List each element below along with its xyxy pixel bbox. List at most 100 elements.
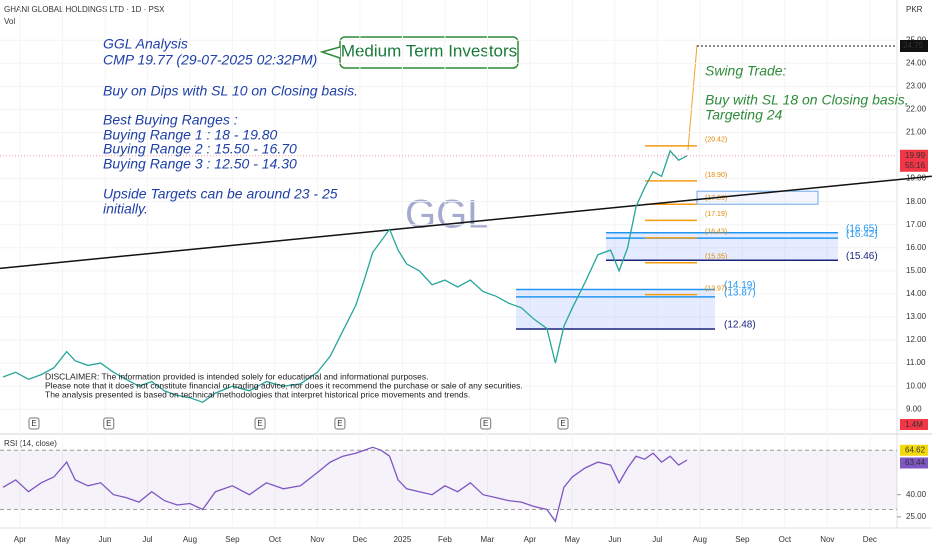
earnings-label: E xyxy=(560,419,565,428)
swing-text: Buy with SL 18 on Closing basis, xyxy=(705,92,909,108)
blue-level-label: (15.46) xyxy=(846,251,878,262)
y-tick-label: 12.00 xyxy=(906,335,927,344)
swing-box xyxy=(696,190,819,205)
blue-level-label: (13.87) xyxy=(724,288,756,299)
y-tick-label: 24.00 xyxy=(906,58,927,67)
analysis-text: Buying Range 2 : 15.50 - 16.70 xyxy=(103,141,297,157)
earnings-label: E xyxy=(31,419,36,428)
analysis-text: CMP 19.77 (29-07-2025 02:32PM) xyxy=(103,52,317,68)
x-tick-label: Mar xyxy=(480,535,494,544)
x-tick-label: Dec xyxy=(863,535,877,544)
currency: PKR xyxy=(906,5,923,14)
y-tick-label: 25.00 xyxy=(906,35,927,44)
orange-level-label: (16.43) xyxy=(705,229,727,236)
swing-text: Targeting 24 xyxy=(705,107,783,123)
x-tick-label: Apr xyxy=(14,535,27,544)
rsi-tag xyxy=(900,457,928,469)
y-tick-label: 21.00 xyxy=(906,128,927,137)
analysis-text: Best Buying Ranges : xyxy=(103,112,238,128)
y-tick-label: 18.00 xyxy=(906,197,927,206)
blue-level-label: (16.42) xyxy=(846,229,878,240)
chart-title: GHANI GLOBAL HOLDINGS LTD · 1D · PSX xyxy=(4,5,165,14)
analysis-text: Buy on Dips with SL 10 on Closing basis. xyxy=(103,83,358,99)
rsi-tick-label: 40.00 xyxy=(906,490,927,499)
blue-level-label: (14.19) xyxy=(724,280,756,291)
rsi-tag-label: 64.62 xyxy=(905,445,926,454)
orange-level-label: (15.35) xyxy=(705,254,727,261)
earnings-marker xyxy=(334,417,346,430)
orange-level-label: (13.97) xyxy=(705,285,727,292)
disclaimer: The analysis presented is based on techn… xyxy=(45,389,470,399)
last-price-label: 19.99 xyxy=(905,151,926,160)
orange-level-label: (20.42) xyxy=(705,137,727,144)
earnings-label: E xyxy=(257,419,262,428)
earnings-marker xyxy=(28,417,40,430)
callout-text: Medium Term Investors xyxy=(341,41,517,60)
x-tick-label: Jun xyxy=(99,535,112,544)
earnings-marker xyxy=(103,417,115,430)
x-tick-label: 2025 xyxy=(393,535,411,544)
y-tick-label: 10.00 xyxy=(906,381,927,390)
y-tick-label: 15.00 xyxy=(906,266,927,275)
x-tick-label: Feb xyxy=(438,535,452,544)
target-tag xyxy=(900,39,928,52)
volume-tag xyxy=(900,419,928,430)
disclaimer: DISCLAIMER: The information provided is … xyxy=(45,371,429,381)
x-tick-label: Oct xyxy=(779,535,792,544)
rsi-tag-label: 63.44 xyxy=(905,458,926,467)
blue-level-label: (12.48) xyxy=(724,320,756,331)
analysis-text: GGL Analysis xyxy=(103,36,188,52)
callout-arrow xyxy=(319,46,341,59)
x-tick-label: Sep xyxy=(735,535,750,544)
trendline xyxy=(0,175,932,270)
volume-title: Vol xyxy=(4,17,15,26)
rsi-tag xyxy=(900,444,928,456)
y-tick-label: 9.00 xyxy=(906,404,922,413)
earnings-label: E xyxy=(337,419,342,428)
rsi-tick-label: 25.00 xyxy=(906,512,927,521)
x-tick-label: Aug xyxy=(183,535,197,544)
y-tick-label: 13.00 xyxy=(906,312,927,321)
swing-text: Swing Trade: xyxy=(705,63,787,79)
earnings-marker xyxy=(557,417,569,430)
analysis-text: Buying Range 3 : 12.50 - 14.30 xyxy=(103,156,297,172)
blue-level-label: (16.65) xyxy=(846,223,878,234)
price-line xyxy=(2,149,688,404)
x-tick-label: Nov xyxy=(310,535,324,544)
rsi-title: RSI (14, close) xyxy=(4,439,57,448)
y-tick-label: 11.00 xyxy=(906,358,926,367)
orange-level-label: (17.19) xyxy=(705,211,727,218)
earnings-label: E xyxy=(483,419,488,428)
earnings-marker xyxy=(254,417,266,430)
orange-level-label: (18.90) xyxy=(705,172,727,179)
earnings-label: E xyxy=(106,419,111,428)
analysis-text: Upside Targets can be around 23 - 25 xyxy=(103,186,338,202)
target-label: 24.75 xyxy=(903,41,924,50)
analysis-text: initially. xyxy=(103,201,148,217)
earnings-marker xyxy=(480,417,492,430)
y-tick-label: 14.00 xyxy=(906,289,927,298)
countdown: 55:16 xyxy=(905,161,926,170)
x-tick-label: Aug xyxy=(693,535,707,544)
x-tick-label: Oct xyxy=(269,535,282,544)
x-tick-label: May xyxy=(565,535,580,544)
x-tick-label: Nov xyxy=(820,535,834,544)
volume-label: 1.4M xyxy=(905,420,923,429)
x-tick-label: Jul xyxy=(652,535,662,544)
rsi-band xyxy=(0,450,897,510)
y-tick-label: 17.00 xyxy=(906,220,927,229)
x-tick-label: Jun xyxy=(608,535,621,544)
orange-level-label: (17.89) xyxy=(705,195,727,202)
x-tick-label: Dec xyxy=(353,535,367,544)
last-price-tag xyxy=(900,149,928,172)
x-tick-label: Sep xyxy=(225,535,240,544)
x-tick-label: Apr xyxy=(524,535,537,544)
y-tick-label: 23.00 xyxy=(906,81,927,90)
rsi-line xyxy=(2,446,688,523)
analysis-text: Buying Range 1 : 18 - 19.80 xyxy=(103,127,278,143)
y-tick-label: 16.00 xyxy=(906,243,927,252)
watermark: GGL xyxy=(405,193,489,237)
x-tick-label: Jul xyxy=(142,535,152,544)
